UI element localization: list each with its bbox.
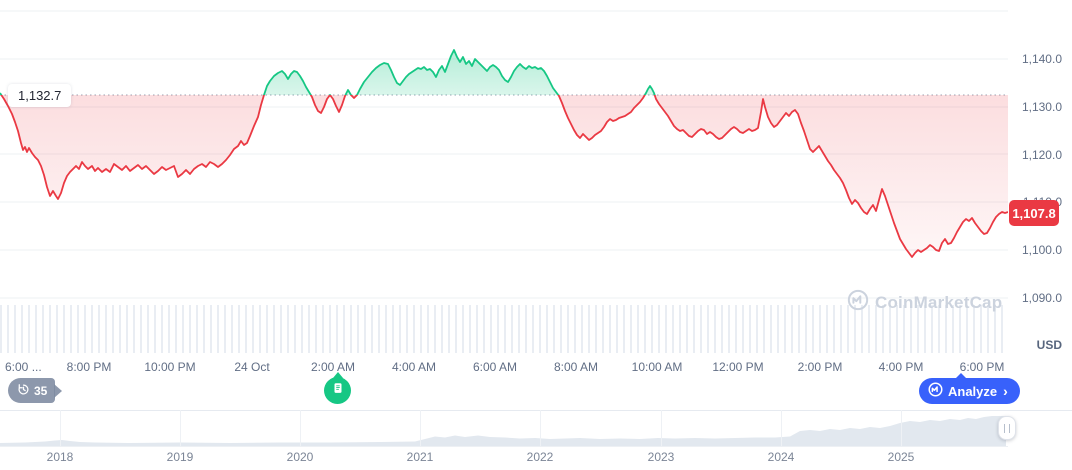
cmc-analyze-logo-icon bbox=[928, 382, 943, 400]
navigator-year-gridline bbox=[180, 410, 181, 447]
price-area-up bbox=[0, 50, 1008, 95]
last-price-badge: 1,107.8 bbox=[1009, 200, 1059, 226]
x-tick-4: 2:00 AM bbox=[310, 360, 356, 374]
x-tick-7: 8:00 AM bbox=[553, 360, 599, 374]
y-tick-1100: 1,100.0 bbox=[1021, 243, 1062, 257]
x-tick-2: 10:00 PM bbox=[144, 360, 196, 374]
analyze-button-pointer bbox=[955, 373, 968, 379]
x-tick-1: 8:00 PM bbox=[66, 360, 112, 374]
navigator-year-gridline bbox=[661, 410, 662, 447]
year-2019: 2019 bbox=[166, 450, 194, 464]
history-badge-pointer bbox=[54, 383, 63, 398]
price-area-down bbox=[0, 95, 1008, 257]
x-tick-12: 6:00 PM bbox=[959, 360, 1005, 374]
history-clock-icon bbox=[17, 383, 30, 399]
cmc-logo-icon bbox=[847, 289, 869, 316]
year-2021: 2021 bbox=[406, 450, 434, 464]
x-tick-3: 24 Oct bbox=[234, 360, 270, 374]
price-line-down bbox=[0, 95, 1008, 258]
navigator-year-gridline bbox=[781, 410, 782, 447]
year-2024: 2024 bbox=[767, 450, 795, 464]
y-tick-1090: 1,090.0 bbox=[1021, 291, 1062, 305]
year-2025: 2025 bbox=[887, 450, 915, 464]
y-axis-unit: USD bbox=[1036, 338, 1062, 352]
x-tick-0: 6:00 ... bbox=[5, 360, 42, 374]
watermark-label: CoinMarketCap bbox=[875, 292, 1003, 312]
news-event-marker[interactable] bbox=[324, 372, 351, 404]
year-2020: 2020 bbox=[286, 450, 314, 464]
x-tick-9: 12:00 PM bbox=[712, 360, 764, 374]
price-chart-plot-area[interactable] bbox=[0, 0, 1008, 305]
history-count: 35 bbox=[34, 383, 48, 398]
navigator-year-gridline bbox=[901, 410, 902, 447]
navigator-top-border bbox=[0, 410, 1072, 411]
price-line-up bbox=[0, 49, 656, 95]
year-2018: 2018 bbox=[46, 450, 74, 464]
year-2022: 2022 bbox=[526, 450, 554, 464]
x-tick-10: 2:00 PM bbox=[797, 360, 843, 374]
navigator-bottom-border bbox=[0, 446, 1008, 447]
navigator-drag-handle[interactable] bbox=[998, 416, 1016, 440]
chevron-right-icon: › bbox=[1003, 383, 1008, 399]
analyze-label: Analyze bbox=[948, 383, 998, 399]
watermark: CoinMarketCap bbox=[847, 289, 1002, 316]
grip-icon bbox=[1004, 423, 1010, 433]
volume-bars-band bbox=[0, 305, 1008, 353]
x-tick-11: 4:00 PM bbox=[878, 360, 924, 374]
news-marker-pointer bbox=[332, 372, 343, 378]
navigator-year-gridline bbox=[300, 410, 301, 447]
x-tick-6: 6:00 AM bbox=[472, 360, 518, 374]
range-navigator[interactable] bbox=[0, 410, 1008, 450]
open-price-flag: 1,132.7 bbox=[8, 84, 72, 107]
navigator-year-gridline bbox=[420, 410, 421, 447]
x-tick-5: 4:00 AM bbox=[391, 360, 437, 374]
x-tick-8: 10:00 AM bbox=[631, 360, 683, 374]
y-tick-1140: 1,140.0 bbox=[1021, 52, 1062, 66]
y-tick-1120: 1,120.0 bbox=[1021, 148, 1062, 162]
news-document-icon bbox=[331, 381, 345, 400]
navigator-year-gridline bbox=[60, 410, 61, 447]
y-tick-1130: 1,130.0 bbox=[1021, 100, 1062, 114]
analyze-button[interactable]: Analyze › bbox=[919, 373, 1020, 404]
navigator-year-gridline bbox=[540, 410, 541, 447]
history-events-badge[interactable]: 35 bbox=[8, 378, 63, 403]
navigator-sparkline bbox=[0, 416, 1006, 447]
year-2023: 2023 bbox=[647, 450, 675, 464]
